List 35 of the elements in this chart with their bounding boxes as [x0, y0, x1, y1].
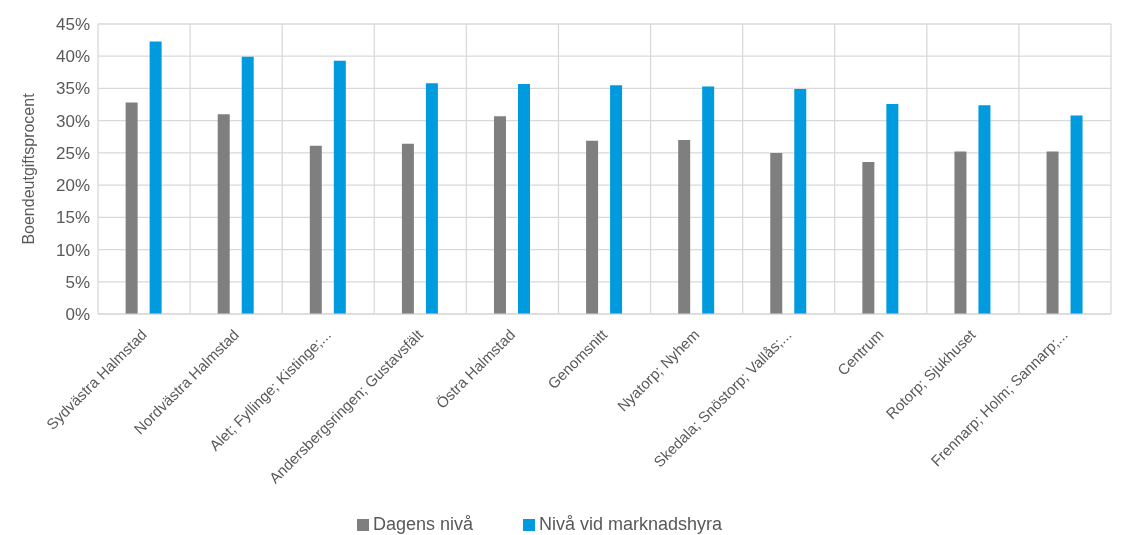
y-tick-label: 10% — [55, 240, 90, 260]
bar — [886, 103, 899, 314]
bar — [1070, 115, 1083, 314]
bar — [770, 152, 783, 314]
bar — [309, 145, 322, 314]
bar — [125, 102, 138, 314]
bar — [1046, 151, 1059, 314]
bar — [586, 140, 599, 314]
y-tick-label: 35% — [55, 79, 90, 99]
y-tick-label: 25% — [55, 143, 90, 163]
bar — [794, 89, 807, 314]
bar — [493, 116, 506, 314]
bar — [978, 105, 991, 314]
y-tick-label: 40% — [55, 47, 90, 67]
bar — [241, 56, 254, 314]
legend-label: Nivå vid marknadshyra — [539, 514, 723, 534]
y-axis-title: Boendeutgiftsprocent — [19, 92, 37, 245]
y-tick-label: 15% — [55, 208, 90, 228]
y-tick-label: 45% — [55, 15, 90, 35]
y-tick-label: 20% — [55, 176, 90, 196]
y-tick-label: 30% — [55, 111, 90, 131]
bar — [610, 85, 623, 314]
bar — [401, 143, 414, 314]
bar — [149, 41, 162, 314]
y-tick-label: 5% — [65, 272, 90, 292]
legend-label: Dagens nivå — [372, 514, 473, 534]
bar — [333, 60, 346, 314]
bar — [425, 83, 438, 314]
bar — [862, 161, 875, 314]
bar — [517, 83, 530, 314]
y-tick-label: 0% — [65, 305, 90, 325]
bar — [678, 140, 691, 314]
bar — [217, 114, 230, 314]
bar — [954, 151, 967, 314]
bar — [702, 86, 715, 314]
